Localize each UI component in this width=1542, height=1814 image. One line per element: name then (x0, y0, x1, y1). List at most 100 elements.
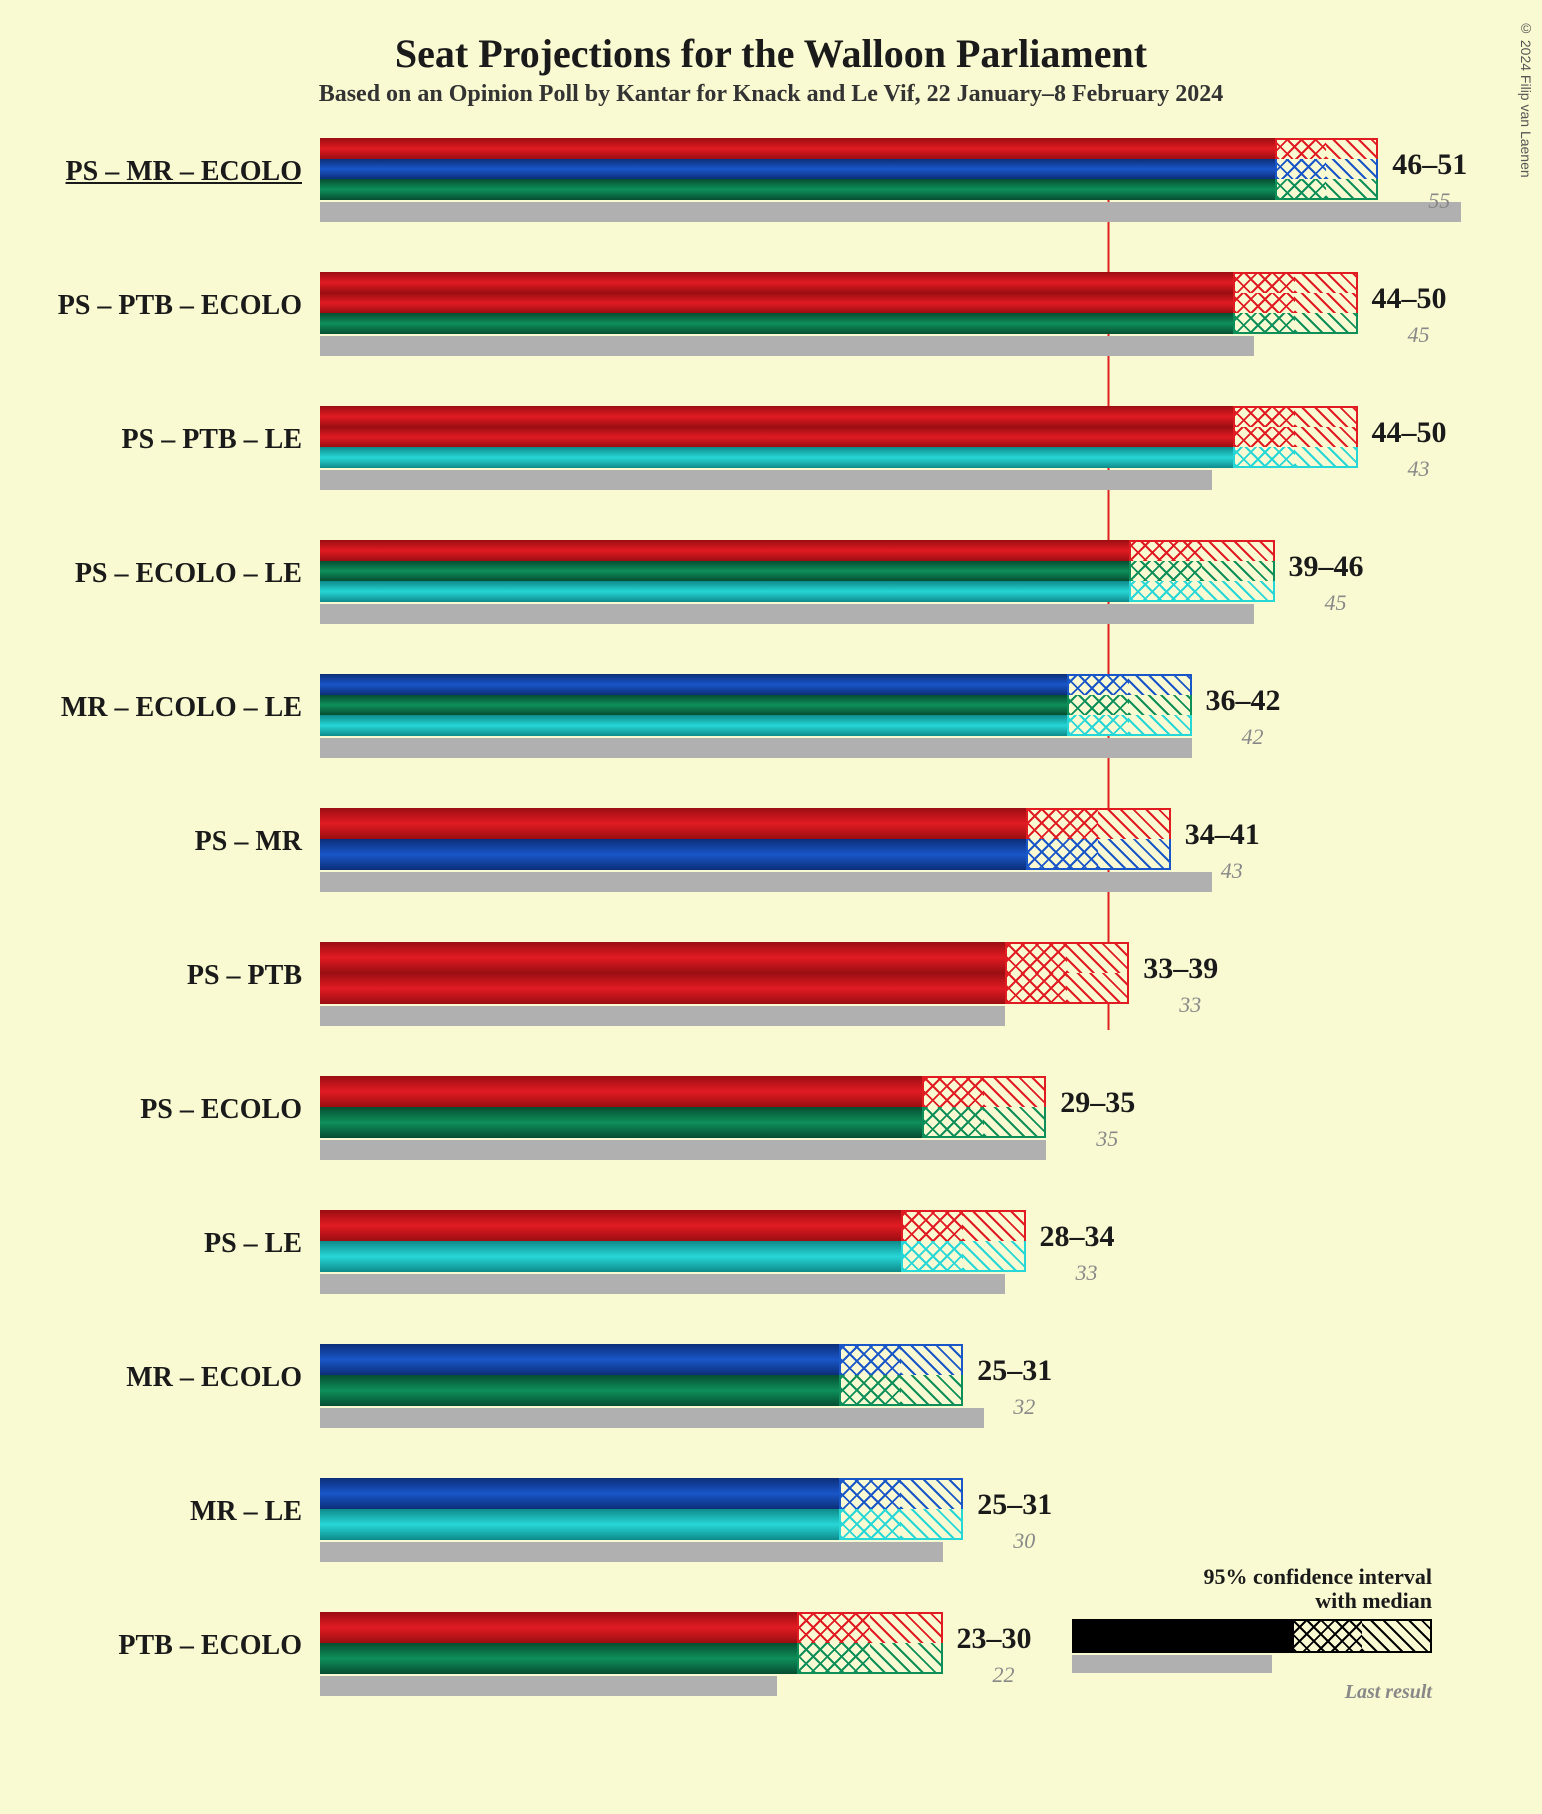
chart-title: Seat Projections for the Walloon Parliam… (30, 30, 1512, 77)
coalition-label: PS – MR (195, 826, 302, 858)
confidence-interval (1275, 138, 1379, 200)
party-stripe (320, 674, 1067, 695)
confidence-interval (901, 1210, 1026, 1272)
seat-range: 44–50 (1372, 282, 1447, 316)
coalition-row: PS – MR34–4143 (320, 802, 1422, 922)
ci-stripe (1129, 540, 1274, 561)
previous-result-bar (320, 470, 1212, 490)
coalition-row: PS – PTB – ECOLO44–5045 (320, 266, 1422, 386)
coalition-label: PS – PTB – ECOLO (58, 290, 302, 322)
coalition-label: PS – ECOLO (140, 1094, 302, 1126)
ci-stripe (1233, 313, 1358, 334)
ci-stripe (839, 1375, 964, 1406)
ci-stripe (1275, 179, 1379, 200)
coalition-row: MR – ECOLO – LE36–4242 (320, 668, 1422, 788)
ci-stripe (797, 1643, 942, 1674)
previous-seats: 42 (1242, 724, 1264, 750)
legend-bar (1072, 1619, 1432, 1679)
previous-seats: 22 (993, 1662, 1015, 1688)
projection-bar (320, 406, 1233, 468)
party-stripe (320, 808, 1026, 839)
seat-range: 23–30 (957, 1622, 1032, 1656)
chart-subtitle: Based on an Opinion Poll by Kantar for K… (30, 81, 1512, 108)
ci-stripe (1233, 447, 1358, 468)
ci-stripe (1129, 561, 1274, 582)
coalition-row: PS – MR – ECOLO46–5155 (320, 132, 1422, 252)
legend: 95% confidence interval with median Last… (1072, 1565, 1432, 1704)
projection-bar (320, 1210, 901, 1272)
seat-range: 44–50 (1372, 416, 1447, 450)
party-stripe (320, 293, 1233, 314)
coalition-label: PTB – ECOLO (118, 1630, 302, 1662)
party-stripe (320, 138, 1275, 159)
previous-seats: 32 (1013, 1394, 1035, 1420)
coalition-label: PS – PTB (187, 960, 302, 992)
party-stripe (320, 540, 1129, 561)
confidence-interval (797, 1612, 942, 1674)
ci-stripe (901, 1241, 1026, 1272)
legend-title-line2: with median (1315, 1588, 1432, 1613)
confidence-interval (1005, 942, 1130, 1004)
seat-range: 34–41 (1185, 818, 1260, 852)
party-stripe (320, 942, 1005, 973)
ci-stripe (839, 1344, 964, 1375)
party-stripe (320, 179, 1275, 200)
party-stripe (320, 1643, 797, 1674)
confidence-interval (839, 1478, 964, 1540)
party-stripe (320, 561, 1129, 582)
party-stripe (320, 1076, 922, 1107)
projection-bar (320, 1478, 839, 1540)
previous-seats: 33 (1076, 1260, 1098, 1286)
coalition-label: MR – LE (190, 1496, 302, 1528)
seat-range: 46–51 (1392, 148, 1467, 182)
coalition-row: PS – PTB – LE44–5043 (320, 400, 1422, 520)
legend-solid-bar (1072, 1619, 1292, 1653)
party-stripe (320, 313, 1233, 334)
ci-stripe (797, 1612, 942, 1643)
projection-bar (320, 540, 1129, 602)
previous-result-bar (320, 1006, 1005, 1026)
legend-ci-crosshatch (1294, 1621, 1362, 1651)
projection-bar (320, 942, 1005, 1004)
ci-stripe (1067, 674, 1192, 695)
previous-seats: 43 (1408, 456, 1430, 482)
page: © 2024 Filip van Laenen Seat Projections… (0, 0, 1542, 1814)
ci-stripe (1129, 581, 1274, 602)
party-stripe (320, 1241, 901, 1272)
party-stripe (320, 159, 1275, 180)
seat-range: 29–35 (1060, 1086, 1135, 1120)
seat-range: 36–42 (1206, 684, 1281, 718)
legend-last-result: Last result (1072, 1681, 1432, 1704)
legend-prev-bar (1072, 1655, 1272, 1673)
ci-stripe (1233, 427, 1358, 448)
legend-title-line1: 95% confidence interval (1203, 1564, 1432, 1589)
projection-bar (320, 1076, 922, 1138)
ci-stripe (839, 1478, 964, 1509)
projection-bar (320, 272, 1233, 334)
previous-result-bar (320, 604, 1254, 624)
confidence-interval (1129, 540, 1274, 602)
previous-seats: 45 (1408, 322, 1430, 348)
party-stripe (320, 715, 1067, 736)
previous-result-bar (320, 1408, 984, 1428)
confidence-interval (1233, 406, 1358, 468)
seat-range: 33–39 (1143, 952, 1218, 986)
chart-area: PS – MR – ECOLO46–5155 PS – PTB – ECOLO44… (320, 132, 1422, 1752)
projection-bar (320, 808, 1026, 870)
party-stripe (320, 581, 1129, 602)
previous-result-bar (320, 1274, 1005, 1294)
previous-seats: 33 (1179, 992, 1201, 1018)
seat-range: 25–31 (977, 1488, 1052, 1522)
party-stripe (320, 1344, 839, 1375)
projection-bar (320, 674, 1067, 736)
seat-range: 39–46 (1289, 550, 1364, 584)
party-stripe (320, 406, 1233, 427)
ci-stripe (1026, 808, 1171, 839)
confidence-interval (1233, 272, 1358, 334)
legend-title: 95% confidence interval with median (1072, 1565, 1432, 1613)
ci-stripe (1233, 293, 1358, 314)
previous-seats: 45 (1325, 590, 1347, 616)
seat-range: 28–34 (1040, 1220, 1115, 1254)
coalition-row: PS – ECOLO – LE39–4645 (320, 534, 1422, 654)
previous-seats: 43 (1221, 858, 1243, 884)
